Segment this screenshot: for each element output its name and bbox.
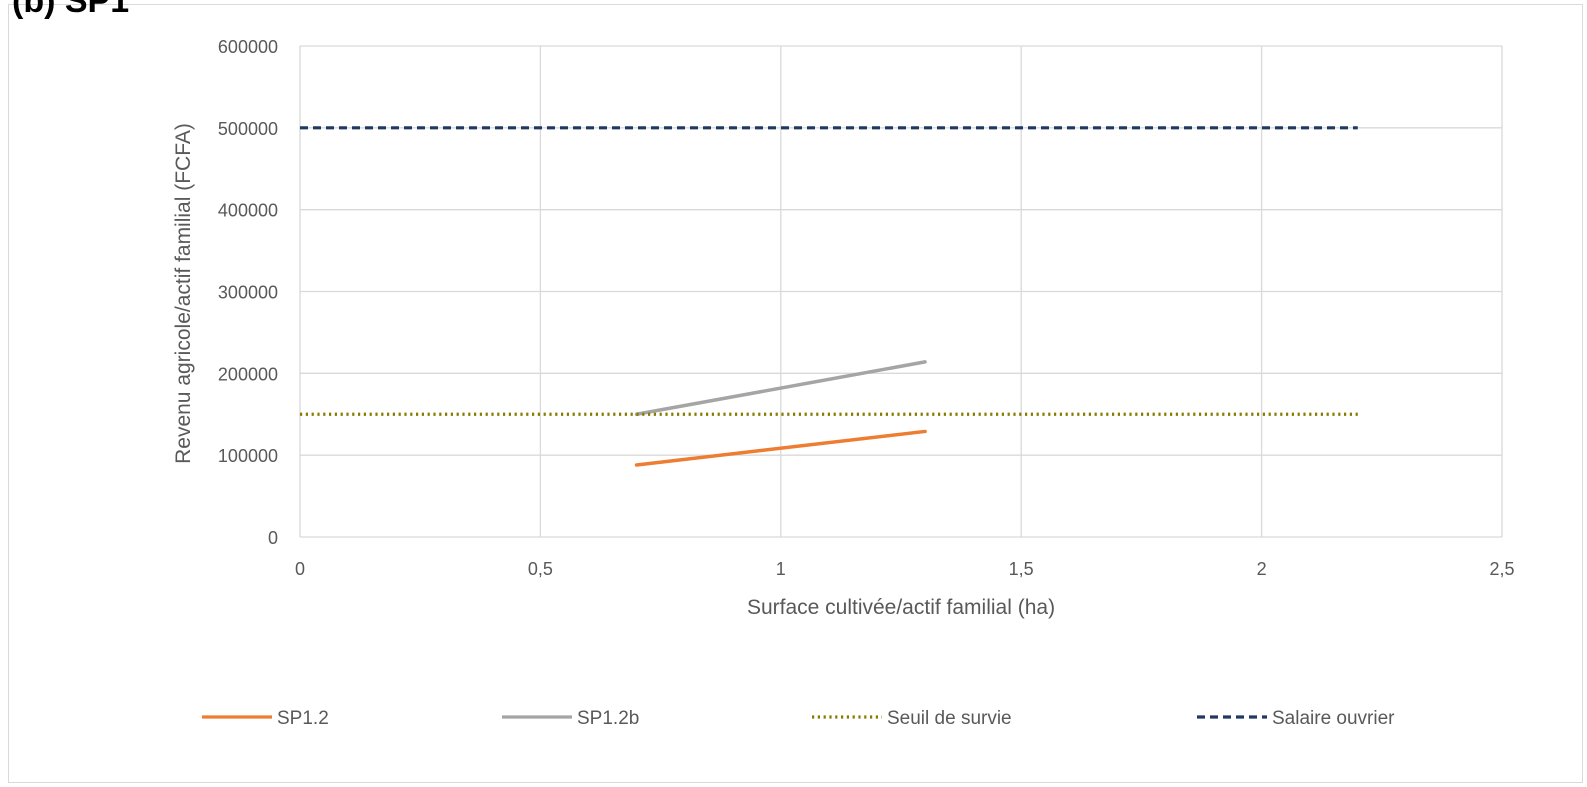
x-tick-label: 1 bbox=[776, 559, 786, 579]
series-line-sp1-2 bbox=[634, 429, 927, 467]
legend-label: SP1.2b bbox=[577, 708, 639, 729]
chart-header: (b) SP1 bbox=[12, 0, 130, 20]
series-line-sp1-2b bbox=[634, 360, 927, 416]
chart-frame bbox=[8, 4, 1583, 783]
x-axis-title: Surface cultivée/actif familial (ha) bbox=[747, 596, 1055, 619]
y-tick-label: 100000 bbox=[218, 446, 278, 466]
x-axis-ticks: 0 0,5 1 1,5 2 2,5 bbox=[295, 559, 1515, 579]
series-lines bbox=[300, 126, 1358, 467]
y-tick-label: 500000 bbox=[218, 119, 278, 139]
legend: SP1.2 SP1.2b Seuil de survie Salaire ouvrie… bbox=[202, 708, 1395, 729]
x-tick-label: 1,5 bbox=[1009, 559, 1034, 579]
y-tick-label: 600000 bbox=[218, 37, 278, 57]
x-tick-label: 0 bbox=[295, 559, 305, 579]
x-tick-label: 2 bbox=[1257, 559, 1267, 579]
grid bbox=[299, 45, 1503, 538]
y-axis-title: Revenu agricole/actif familial (FCFA) bbox=[172, 123, 195, 464]
y-axis-ticks: 0 100000 200000 300000 400000 500000 600000 bbox=[218, 37, 278, 548]
y-tick-label: 300000 bbox=[218, 283, 278, 303]
y-tick-label: 200000 bbox=[218, 364, 278, 384]
x-tick-label: 2,5 bbox=[1489, 559, 1514, 579]
y-tick-label: 0 bbox=[268, 528, 278, 548]
legend-label: Salaire ouvrier bbox=[1272, 708, 1395, 729]
legend-label: SP1.2 bbox=[277, 708, 329, 729]
legend-label: Seuil de survie bbox=[887, 708, 1012, 729]
x-tick-label: 0,5 bbox=[528, 559, 553, 579]
y-tick-label: 400000 bbox=[218, 201, 278, 221]
